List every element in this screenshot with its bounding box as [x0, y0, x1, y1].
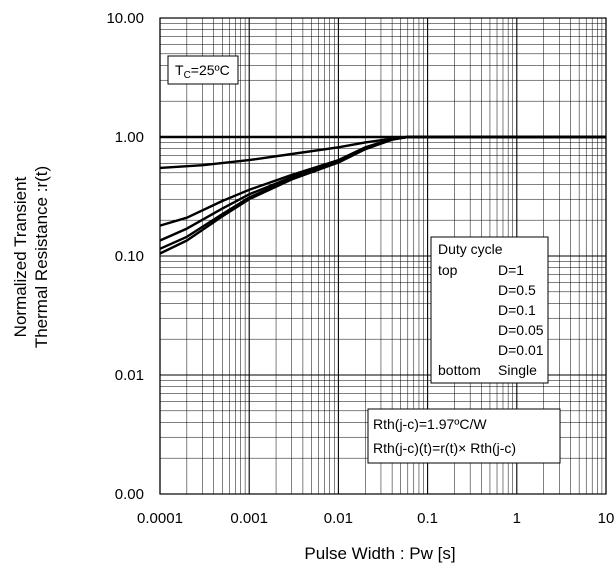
x-tick-labels: 0.0001 0.001 0.01 0.1 1 10 — [137, 510, 614, 527]
note-box: Rth(j-c)=1.97ºC/W Rth(j-c)(t)=r(t)× Rth(… — [367, 408, 561, 464]
legend-box: Duty cycle top D=1 D=0.5 D=0.1 D=0.05 D=0.01 b… — [430, 236, 549, 384]
legend-entry-label: D=0.01 — [498, 342, 544, 358]
x-tick-label: 0.01 — [324, 510, 353, 527]
legend-title: Duty cycle — [438, 241, 503, 257]
y-tick-label: 0.00 — [115, 486, 144, 503]
y-tick-label: 10.00 — [106, 10, 144, 27]
x-tick-label: 0.001 — [230, 510, 268, 527]
y-tick-labels: 0.00 0.01 0.10 1.00 10.00 — [106, 10, 144, 503]
x-tick-label: 10 — [598, 510, 615, 527]
series-lines — [159, 135, 606, 255]
y-tick-label: 0.10 — [115, 248, 144, 265]
legend-entry-label: D=0.5 — [498, 282, 536, 298]
legend-entry-label: D=0.05 — [498, 322, 544, 338]
x-tick-label: 1 — [513, 510, 521, 527]
y-tick-label: 0.01 — [115, 367, 144, 384]
legend-entry-label: D=0.1 — [498, 302, 536, 318]
plot-frame — [159, 17, 607, 495]
series-line-5 — [159, 135, 606, 255]
condition-box: TC=25ºC — [167, 55, 239, 85]
series-line-3 — [159, 135, 606, 242]
legend-position-label: top — [438, 262, 458, 278]
x-tick-label: 0.1 — [417, 510, 438, 527]
legend-entry-label: D=1 — [498, 262, 524, 278]
series-line-4 — [159, 135, 606, 250]
y-tick-label: 1.00 — [115, 129, 144, 146]
y-axis-title-line-2: Thermal Resistance :r(t) — [32, 166, 51, 348]
condition-label: TC=25ºC — [175, 62, 230, 81]
note-line-2: Rth(j-c)(t)=r(t)× Rth(j-c) — [373, 440, 516, 456]
note-line-1: Rth(j-c)=1.97ºC/W — [373, 416, 487, 432]
legend-entry-label: Single — [498, 362, 537, 378]
legend-position-label: bottom — [438, 362, 481, 378]
x-tick-label: 0.0001 — [137, 510, 183, 527]
x-axis-title: Pulse Width : Pw [s] — [304, 544, 455, 563]
y-axis-title-line-1: Normalized Transient — [11, 176, 30, 337]
